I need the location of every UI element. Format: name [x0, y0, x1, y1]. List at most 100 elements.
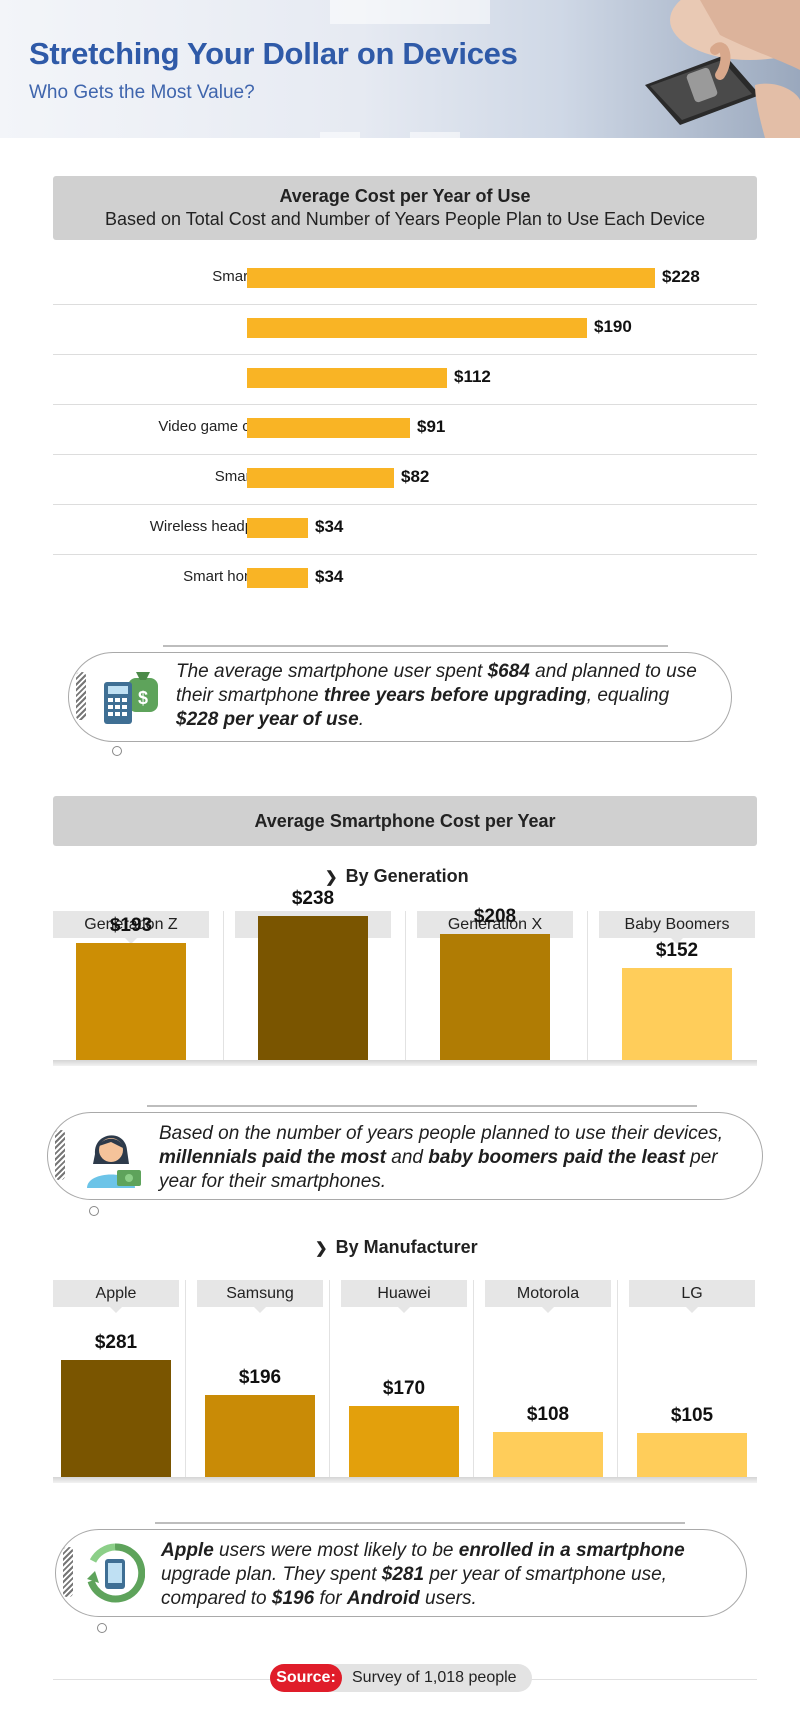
- callout-text-part: $281: [381, 1564, 425, 1585]
- callout-line: [147, 1105, 697, 1107]
- bar-value-label: $190: [594, 317, 632, 336]
- by-generation-heading: ❯ By Generation: [325, 866, 469, 887]
- callout-smartphone-average: $ The average smartphone user spent $684…: [68, 640, 733, 760]
- callout-text-part: for: [314, 1588, 347, 1609]
- column-header-label: Baby Boomers: [624, 916, 730, 933]
- callout-text: The average smartphone user spent $684 a…: [176, 660, 706, 732]
- column-header: Motorola: [485, 1280, 611, 1313]
- callout-text-part: The average smartphone user spent: [176, 661, 488, 682]
- callout-text-part: three years before upgrading: [323, 685, 587, 706]
- callout-line: [163, 645, 668, 647]
- bar-value-label: $105: [670, 1405, 714, 1426]
- column-header-label: LG: [681, 1285, 703, 1302]
- column-header-label: Generation Z: [84, 916, 178, 933]
- callout-text-part: millennials paid the most: [159, 1147, 386, 1168]
- section-title: Average Cost per Year of Use: [279, 186, 531, 206]
- bar-value-label: $228: [662, 267, 700, 286]
- column-divider: [223, 911, 224, 1060]
- callout-text-part: baby boomers paid the least: [428, 1147, 685, 1168]
- background-shape: [320, 132, 360, 138]
- bar: [247, 368, 447, 388]
- source-text: Survey of 1,018 people: [352, 1669, 517, 1686]
- chevron-right-icon: ❯: [325, 869, 338, 886]
- callout-text-part: per year of smartphone use, compared to: [161, 1564, 667, 1609]
- bar: [247, 418, 410, 438]
- bar-value-label: $108: [526, 1404, 570, 1425]
- bar: [247, 268, 655, 288]
- callout-generation: Based on the number of years people plan…: [47, 1100, 765, 1220]
- column-header-notch: [125, 938, 137, 944]
- callout-text-part: .: [358, 709, 364, 730]
- callout-text-part: , equaling: [586, 685, 670, 706]
- column-header-notch: [671, 938, 683, 944]
- background-shape: [330, 0, 490, 24]
- bar-row: Wireless headphones $34: [53, 504, 757, 555]
- callout-text-part: Based on the number of years people plan…: [159, 1123, 724, 1144]
- hand-holding-phone-image: [645, 0, 800, 138]
- callout-bubble: [47, 1112, 763, 1200]
- callout-hatch: [76, 672, 86, 720]
- callout-text-part: and: [386, 1147, 429, 1168]
- chart-baseline: [53, 1477, 757, 1483]
- column-divider: [617, 1280, 618, 1477]
- column-header-label: Huawei: [377, 1285, 431, 1302]
- column-header: Huawei: [341, 1280, 467, 1313]
- bar: [440, 934, 550, 1060]
- chevron-right-icon: ❯: [315, 1240, 328, 1257]
- chart-baseline: [53, 1060, 757, 1066]
- column-divider: [587, 911, 588, 1060]
- callout-text-part: $228 per year of use: [176, 709, 359, 730]
- bar-value-label: $112: [454, 367, 491, 386]
- section-header-smartphone-cost: Average Smartphone Cost per Year: [53, 796, 757, 846]
- bar: [622, 968, 732, 1060]
- callout-bubble: [55, 1529, 747, 1617]
- bar: [349, 1406, 459, 1477]
- callout-hatch: [55, 1130, 65, 1180]
- callout-text: Apple users were most likely to be enrol…: [161, 1539, 731, 1611]
- calculator-money-icon: $: [104, 672, 158, 724]
- bar-value-label: $281: [94, 1332, 138, 1353]
- bar-row: Smart home hub $34: [53, 554, 757, 604]
- column-header: Generation Z: [53, 911, 209, 944]
- callout-text-part: enrolled in a smartphone: [458, 1540, 685, 1561]
- bar-row: Tablet$112: [53, 354, 757, 405]
- bar-row: Smartwatch$82: [53, 454, 757, 505]
- bar: [205, 1395, 315, 1477]
- bar: [493, 1432, 603, 1477]
- column-divider: [473, 1280, 474, 1477]
- column-header-notch: [254, 1307, 266, 1313]
- section-subtitle: Based on Total Cost and Number of Years …: [104, 209, 706, 229]
- column-header-notch: [686, 1307, 698, 1313]
- callout-text-part: and planned to use their smartphone: [176, 661, 697, 706]
- bar: [247, 518, 308, 538]
- svg-text:$: $: [138, 688, 148, 708]
- bar-row: Laptop$190: [53, 304, 757, 355]
- bar-value-label: $170: [382, 1378, 426, 1399]
- column-header-notch: [542, 1307, 554, 1313]
- callout-text-part: users were most likely to be: [213, 1540, 459, 1561]
- callout-manufacturer: Apple users were most likely to be enrol…: [55, 1517, 750, 1637]
- callout-bubble: [68, 652, 732, 742]
- bar: [247, 468, 394, 488]
- bar-value-label: $34: [315, 567, 344, 586]
- column-header: Baby Boomers: [599, 911, 755, 944]
- bar-row: Smartphone$228: [53, 254, 757, 305]
- bar-value-label: $91: [417, 417, 446, 436]
- callout-text: Based on the number of years people plan…: [159, 1122, 744, 1194]
- callout-line: [155, 1522, 685, 1524]
- bar-value-label: $193: [109, 915, 153, 936]
- callout-text-part: upgrade plan. They spent: [161, 1564, 382, 1585]
- background-shape: [410, 132, 460, 138]
- callout-text-part: users.: [419, 1588, 477, 1609]
- column-header-notch: [398, 1307, 410, 1313]
- callout-text-part: Android: [346, 1588, 420, 1609]
- bar: [76, 943, 186, 1060]
- column-header: Generation X: [417, 911, 573, 944]
- by-manufacturer-heading: ❯ By Manufacturer: [315, 1237, 478, 1258]
- callout-text-part: per year for their smartphones.: [159, 1147, 718, 1192]
- page-subtitle: Who Gets the Most Value?: [29, 82, 255, 103]
- by-generation-label: By Generation: [345, 866, 469, 886]
- column-header: LG: [629, 1280, 755, 1313]
- by-manufacturer-label: By Manufacturer: [335, 1237, 478, 1257]
- bar: [637, 1433, 747, 1477]
